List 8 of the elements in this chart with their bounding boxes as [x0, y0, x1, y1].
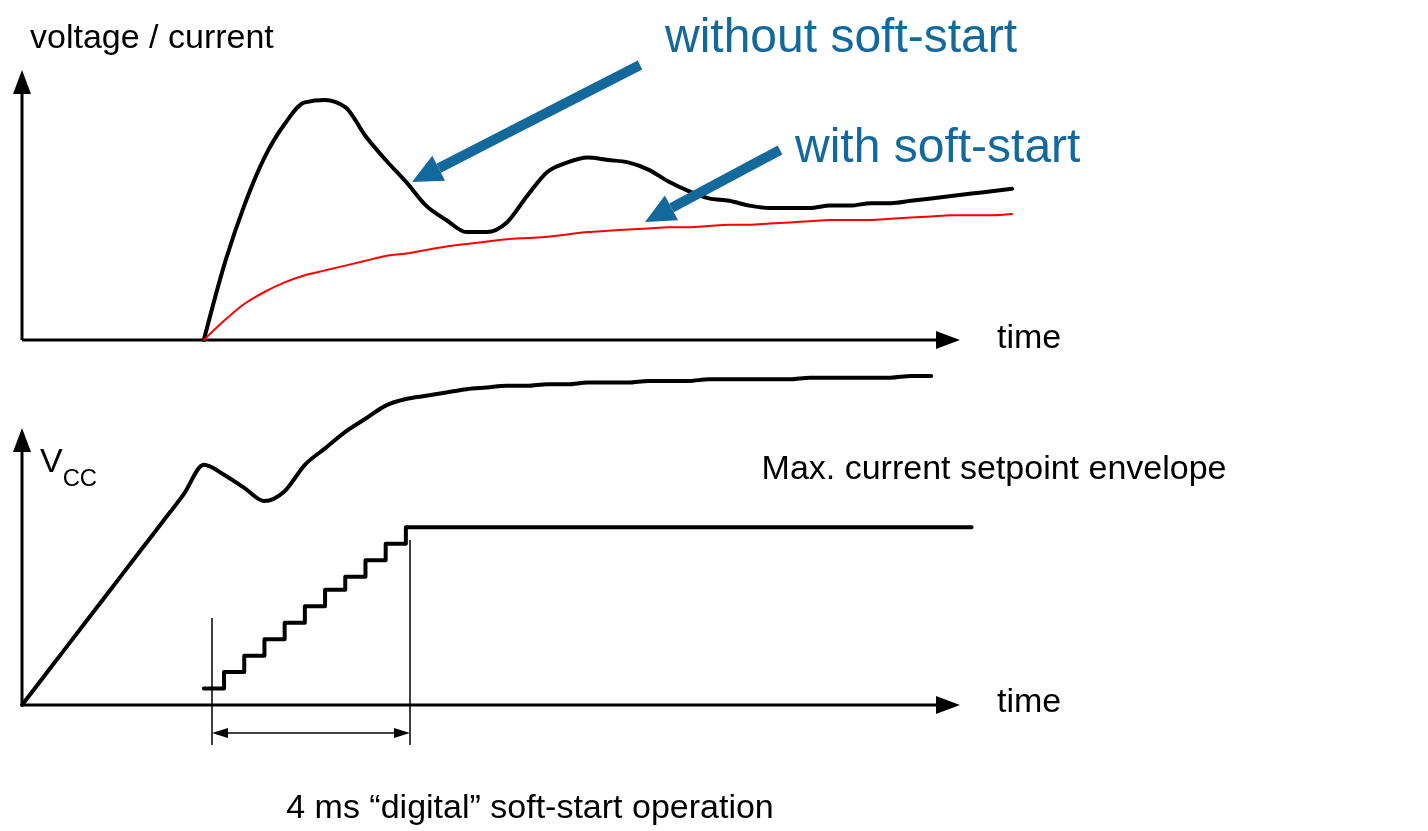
y-axis-title: voltage / current — [30, 17, 275, 55]
x-axis-title: time — [997, 317, 1062, 355]
text: 4 ms “digital” soft-start operation — [286, 787, 774, 825]
series-label: Max. current setpoint envelope — [761, 448, 1227, 487]
y-axis-title: V$_{CC}$ — [40, 441, 98, 491]
x-axis-title: time — [997, 681, 1062, 719]
text: without soft-start — [664, 9, 1018, 62]
annotation: with soft-start — [794, 119, 1081, 172]
